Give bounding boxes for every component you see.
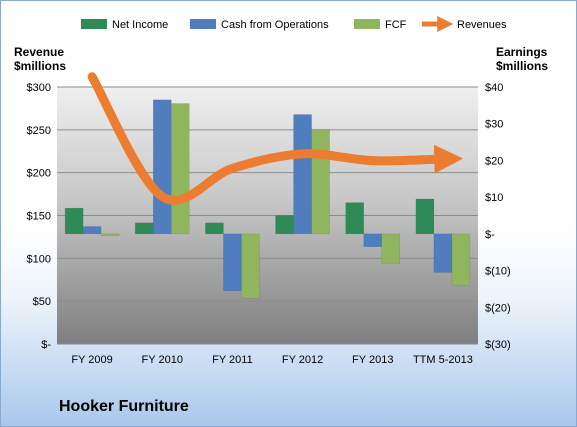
- legend-label: Revenues: [457, 19, 507, 31]
- right-tick-label: $(30): [485, 339, 511, 351]
- right-tick-label: $30: [485, 119, 503, 131]
- bar-fcf: [451, 233, 471, 286]
- right-axis-title: Earnings $millions: [496, 45, 548, 73]
- left-tick-label: $250: [27, 125, 51, 137]
- left-tick-label: $150: [27, 211, 51, 223]
- left-tick-label: $300: [27, 82, 51, 94]
- bar-net-income: [415, 198, 435, 235]
- x-axis-ticks: FY 2009 FY 2010 FY 2011 FY 2012 FY 2013 TTM 5…: [71, 354, 472, 366]
- left-tick-label: $-: [41, 339, 51, 351]
- bar-fcf: [311, 128, 330, 235]
- x-tick-label: TTM 5-2013: [413, 354, 473, 366]
- x-tick-label: FY 2012: [282, 354, 323, 366]
- x-tick-label: FY 2009: [71, 354, 112, 366]
- legend-swatch: [81, 19, 107, 29]
- bar-fcf: [381, 233, 400, 264]
- bar-net-income: [205, 222, 224, 235]
- x-tick-label: FY 2010: [142, 354, 183, 366]
- right-axis-title-line2: $millions: [496, 59, 549, 73]
- bar-net-income: [64, 207, 84, 235]
- bar-net-income: [135, 222, 154, 235]
- left-axis-ticks: $- $50 $100 $150 $200 $250 $300: [27, 82, 52, 351]
- revenue-line: [87, 72, 464, 205]
- bar-fcf: [100, 233, 120, 236]
- gridlines: [57, 86, 478, 345]
- right-tick-label: $10: [485, 192, 503, 204]
- right-axis-ticks: $(30) $(20) $(10) $- $10 $20 $30 $40: [485, 82, 511, 351]
- bar-net-income: [275, 215, 294, 235]
- right-tick-label: $-: [485, 229, 495, 241]
- bar-fcf: [171, 103, 190, 235]
- right-tick-label: $40: [485, 82, 503, 94]
- left-tick-label: $200: [27, 168, 51, 180]
- right-tick-label: $20: [485, 155, 503, 167]
- bar-cash-from-operations: [293, 114, 312, 235]
- right-tick-label: $(10): [485, 266, 511, 278]
- bar-cash-from-operations: [82, 226, 102, 235]
- right-tick-label: $(20): [485, 302, 511, 314]
- legend-swatch: [354, 19, 380, 29]
- bar-cash-from-operations: [433, 233, 453, 273]
- left-axis-title: Revenue $millions: [14, 45, 66, 73]
- legend-swatch: [190, 19, 216, 29]
- x-tick-label: FY 2013: [352, 354, 393, 366]
- right-axis-title-line1: Earnings: [496, 45, 548, 59]
- legend-label: Cash from Operations: [221, 19, 329, 31]
- left-axis-title-line2: $millions: [14, 59, 67, 73]
- bar-cash-from-operations: [153, 99, 172, 235]
- legend-label: Net Income: [112, 19, 168, 31]
- legend-label: FCF: [385, 19, 407, 31]
- bar-cash-from-operations: [223, 233, 242, 292]
- left-tick-label: $100: [27, 253, 51, 265]
- company-name: Hooker Furniture: [59, 398, 189, 415]
- left-axis-title-line1: Revenue: [14, 45, 65, 59]
- bar-cash-from-operations: [363, 233, 382, 247]
- bar-net-income: [345, 202, 364, 235]
- x-tick-label: FY 2011: [212, 354, 253, 366]
- legend: Net Income Cash from Operations FCF Revenue…: [81, 15, 507, 33]
- left-tick-label: $50: [33, 296, 51, 308]
- bar-fcf: [241, 233, 260, 299]
- revenue-series-line: [87, 72, 464, 205]
- bars: [64, 99, 471, 299]
